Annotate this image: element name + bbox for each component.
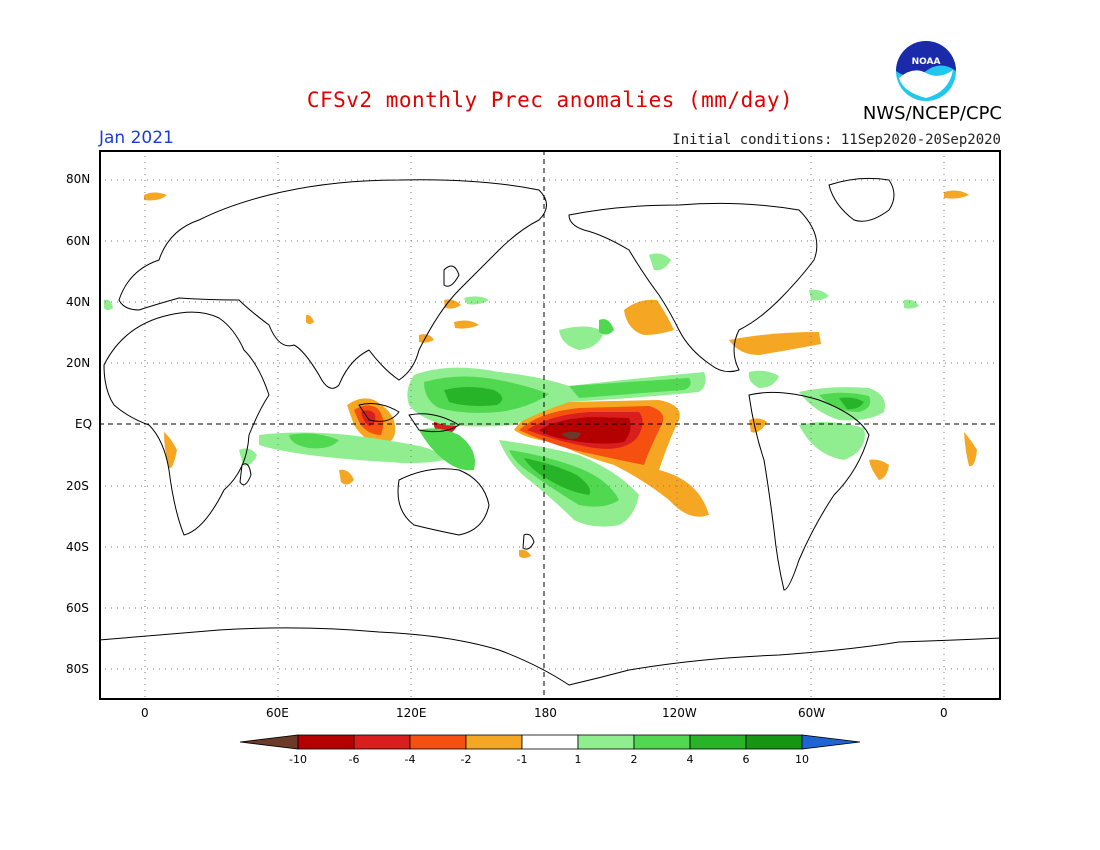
- antarctica-outline: [99, 627, 1001, 686]
- colorbar-swatch: [577, 734, 635, 750]
- initial-conditions: Initial conditions: 11Sep2020-20Sep2020: [672, 132, 1001, 148]
- colorbar-legend: -10 -6 -4 -2 -1 1 2 4 6 10: [239, 734, 861, 766]
- new-zealand-outline: [522, 533, 535, 550]
- colorbar-tick-label: 10: [795, 753, 809, 766]
- colorbar-tick-labels: -10 -6 -4 -2 -1 1 2 4 6 10: [289, 753, 809, 766]
- lat-label-60n: 60N: [66, 234, 91, 248]
- lat-label-eq: EQ: [75, 417, 93, 431]
- africa-outline: [103, 311, 270, 536]
- colorbar-tick-label: -4: [405, 753, 416, 766]
- colorbar-swatch-min: [239, 734, 299, 750]
- precip-anomaly-map: [99, 150, 1001, 700]
- colorbar-swatch-max: [801, 734, 861, 750]
- north-america-outline: [568, 202, 818, 373]
- lat-label-20s: 20S: [66, 479, 89, 493]
- lon-label-120e: 120E: [396, 706, 427, 720]
- colorbar-tick-label: 6: [743, 753, 750, 766]
- lat-label-20n: 20N: [66, 356, 91, 370]
- colorbar-swatch: [633, 734, 691, 750]
- noaa-logo: NOAA: [896, 41, 956, 101]
- colorbar-tick-label: -2: [461, 753, 472, 766]
- colorbar-swatch: [689, 734, 747, 750]
- colorbar-swatch: [745, 734, 803, 750]
- target-month: Jan 2021: [99, 128, 174, 148]
- colorbar-swatch: [465, 734, 523, 750]
- lon-label-60w: 60W: [798, 706, 826, 720]
- colorbar-swatches: [239, 734, 861, 750]
- eurasia-outline: [118, 179, 547, 389]
- colorbar-swatch: [409, 734, 467, 750]
- australia-outline: [397, 468, 490, 536]
- colorbar-swatch: [297, 734, 355, 750]
- lon-label-60e: 60E: [266, 706, 289, 720]
- colorbar-swatch: [353, 734, 411, 750]
- map-frame: [99, 150, 1001, 700]
- lat-label-40n: 40N: [66, 295, 91, 309]
- lon-label-180: 180: [534, 706, 557, 720]
- lon-label-120w: 120W: [662, 706, 697, 720]
- lat-label-80n: 80N: [66, 172, 91, 186]
- colorbar-tick-label: 4: [687, 753, 694, 766]
- agency-label: NWS/NCEP/CPC: [862, 103, 1002, 124]
- noaa-logo-text: NOAA: [912, 57, 941, 67]
- graticule: [99, 150, 1001, 700]
- lon-label-0: 0: [141, 706, 149, 720]
- lat-label-80s: 80S: [66, 662, 89, 676]
- colorbar-tick-label: 2: [631, 753, 638, 766]
- coastlines: [99, 177, 1001, 686]
- colorbar-tick-label: -10: [289, 753, 307, 766]
- south-america-outline: [748, 391, 870, 591]
- lat-label-40s: 40S: [66, 540, 89, 554]
- map-title: CFSv2 monthly Prec anomalies (mm/day): [306, 88, 794, 112]
- greenland-outline: [828, 177, 895, 222]
- colorbar-tick-label: -1: [517, 753, 528, 766]
- lon-label-0-east: 0: [940, 706, 948, 720]
- lat-label-60s: 60S: [66, 601, 89, 615]
- colorbar-swatch: [521, 734, 579, 750]
- colorbar-tick-label: -6: [349, 753, 360, 766]
- colorbar-tick-label: 1: [575, 753, 582, 766]
